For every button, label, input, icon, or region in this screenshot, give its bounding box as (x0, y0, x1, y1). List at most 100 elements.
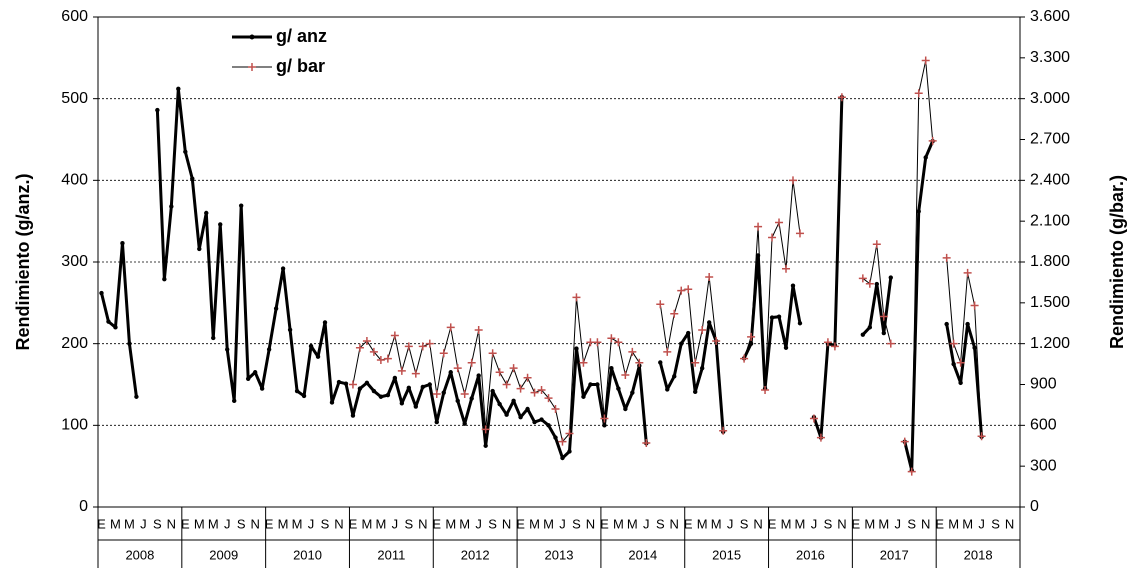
x-tick-label: J (895, 516, 902, 531)
data-point (183, 149, 188, 154)
data-point (965, 321, 970, 327)
data-point (439, 349, 448, 358)
y2-axis-title: Rendimiento (g/bar.) (1107, 175, 1127, 349)
data-point (865, 279, 874, 288)
data-point (441, 390, 446, 395)
x-tick-label: M (110, 516, 121, 531)
data-point (679, 341, 684, 346)
data-point (551, 405, 560, 413)
data-point (453, 364, 462, 373)
data-point (916, 209, 921, 214)
data-point (280, 266, 286, 271)
data-point (740, 354, 749, 363)
data-point (748, 341, 754, 346)
legend-marker (249, 34, 255, 40)
data-point (537, 385, 546, 394)
y2-tick-label: 3.300 (1030, 49, 1070, 66)
data-point (558, 437, 567, 446)
x-tick-label: E (684, 516, 693, 531)
data-point (544, 394, 553, 403)
data-point (99, 290, 104, 296)
y2-tick-label: 600 (1030, 417, 1057, 434)
data-point (797, 321, 803, 326)
data-point (588, 382, 593, 387)
data-point (516, 384, 525, 393)
data-point (120, 241, 125, 246)
data-point (574, 346, 579, 351)
data-point (376, 356, 385, 364)
y2-tick-label: 1.800 (1030, 253, 1070, 270)
data-point (197, 246, 202, 252)
x-tick-label: E (935, 516, 944, 531)
data-point (329, 400, 335, 405)
year-label: 2016 (796, 547, 825, 562)
data-point (413, 404, 419, 409)
data-point (768, 233, 777, 242)
data-point (686, 330, 691, 336)
x-tick-label: M (613, 516, 624, 531)
data-point (113, 325, 118, 330)
x-tick-label: M (795, 516, 806, 531)
x-tick-label: M (459, 516, 470, 531)
data-point (225, 347, 230, 352)
data-point (705, 272, 714, 281)
data-point (907, 467, 916, 476)
data-point (418, 342, 427, 351)
series-line (100, 87, 984, 472)
data-point (523, 373, 532, 382)
data-point (369, 347, 378, 356)
data-point (301, 393, 307, 399)
data-point (134, 394, 139, 399)
data-point (308, 343, 314, 349)
data-point (623, 406, 628, 412)
x-tick-label: E (432, 516, 441, 531)
data-point (761, 385, 770, 394)
data-point (378, 394, 384, 399)
data-point (656, 300, 665, 309)
x-tick-label: J (727, 516, 734, 531)
x-tick-label: M (711, 516, 722, 531)
data-point (357, 386, 363, 391)
data-point (672, 374, 677, 379)
x-tick-label: E (516, 516, 525, 531)
data-point (490, 388, 495, 394)
data-point (273, 306, 279, 311)
data-point (383, 354, 392, 363)
data-point (448, 370, 453, 375)
data-point (390, 331, 399, 340)
data-point (754, 222, 763, 231)
series-line (352, 60, 983, 473)
data-point (266, 347, 272, 352)
data-point (914, 89, 923, 98)
data-point (837, 93, 846, 102)
data-point (663, 347, 672, 356)
data-point (190, 176, 195, 181)
data-point (434, 419, 439, 425)
y2-tick-label: 300 (1030, 457, 1057, 474)
data-point (944, 321, 949, 327)
x-tick-label: S (572, 516, 581, 531)
x-tick-label: E (768, 516, 777, 531)
x-tick-label: E (181, 516, 190, 531)
data-point (565, 429, 574, 438)
data-point (963, 268, 972, 277)
data-point (425, 339, 434, 348)
data-point (509, 364, 518, 373)
data-point (942, 253, 951, 262)
data-point (788, 176, 797, 185)
data-point (658, 360, 663, 365)
y2-tick-label: 900 (1030, 376, 1057, 393)
data-point (874, 281, 880, 287)
data-point (476, 373, 481, 378)
data-point (446, 323, 455, 332)
data-point (432, 390, 441, 399)
x-tick-label: M (124, 516, 135, 531)
data-point (958, 380, 963, 386)
data-point (560, 455, 565, 461)
data-point (809, 414, 818, 423)
data-point (497, 401, 502, 407)
data-point (951, 361, 956, 367)
x-tick-label: J (224, 516, 231, 531)
x-tick-label: N (670, 516, 679, 531)
